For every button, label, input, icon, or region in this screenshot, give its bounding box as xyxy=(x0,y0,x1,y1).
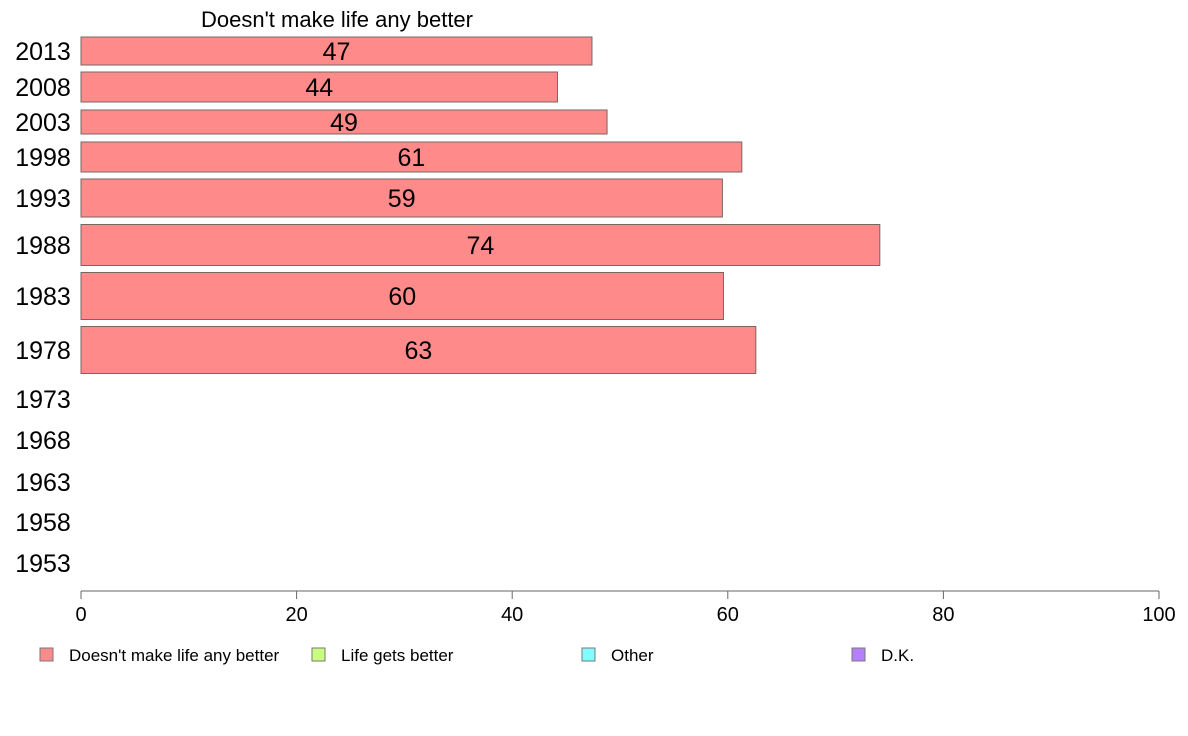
category-label: 2003 xyxy=(15,109,71,137)
x-tick-label: 40 xyxy=(501,604,523,626)
legend-label: Life gets better xyxy=(341,646,454,665)
category-label: 2008 xyxy=(15,74,71,102)
category-label: 2013 xyxy=(15,38,71,66)
legend-swatch xyxy=(851,647,866,662)
bar xyxy=(80,178,723,218)
legend-swatch xyxy=(39,647,54,662)
category-label: 1978 xyxy=(15,337,71,365)
x-tick-label: 20 xyxy=(285,604,307,626)
bar xyxy=(80,109,608,135)
category-label: 1983 xyxy=(15,283,71,311)
bar xyxy=(80,224,881,266)
category-label: 1973 xyxy=(15,386,71,414)
x-tick-label: 60 xyxy=(717,604,739,626)
category-label: 1953 xyxy=(15,550,71,578)
legend-label: Doesn't make life any better xyxy=(69,646,280,665)
legend-label: Other xyxy=(611,646,654,665)
legend-swatch xyxy=(311,647,326,662)
category-labels: 2013 2008 2003 1998 1993 1988 1983 1978 1973 1968… xyxy=(15,38,71,578)
x-axis: 0 20 40 60 80 100 xyxy=(75,590,1176,626)
legend-swatch xyxy=(581,647,596,662)
category-label: 1988 xyxy=(15,232,71,260)
bar xyxy=(80,71,558,103)
bar xyxy=(80,326,757,374)
bar-value-label: 61 xyxy=(398,144,426,172)
category-label: 1963 xyxy=(15,469,71,497)
bar-value-label: 59 xyxy=(388,185,416,213)
bar-value-label: 60 xyxy=(388,283,416,311)
category-label: 1998 xyxy=(15,144,71,172)
bar-value-label: 44 xyxy=(305,74,333,102)
series-title: Doesn't make life any better xyxy=(201,7,473,32)
x-tick-label: 100 xyxy=(1142,604,1175,626)
category-label: 1993 xyxy=(15,185,71,213)
bar-value-label: 49 xyxy=(330,109,358,137)
category-label: 1968 xyxy=(15,427,71,455)
x-tick-label: 0 xyxy=(75,604,86,626)
bar xyxy=(80,272,724,320)
bar xyxy=(80,141,743,173)
bar-value-label: 74 xyxy=(466,232,494,260)
bar xyxy=(80,36,593,66)
legend: Doesn't make life any better Life gets be… xyxy=(39,646,914,665)
category-label: 1958 xyxy=(15,509,71,537)
legend-label: D.K. xyxy=(881,646,914,665)
x-tick-label: 80 xyxy=(932,604,954,626)
bar-value-label: 63 xyxy=(405,337,433,365)
bars-group: 47 44 49 61 59 74 60 63 xyxy=(80,36,881,374)
bar-value-label: 47 xyxy=(323,38,351,66)
